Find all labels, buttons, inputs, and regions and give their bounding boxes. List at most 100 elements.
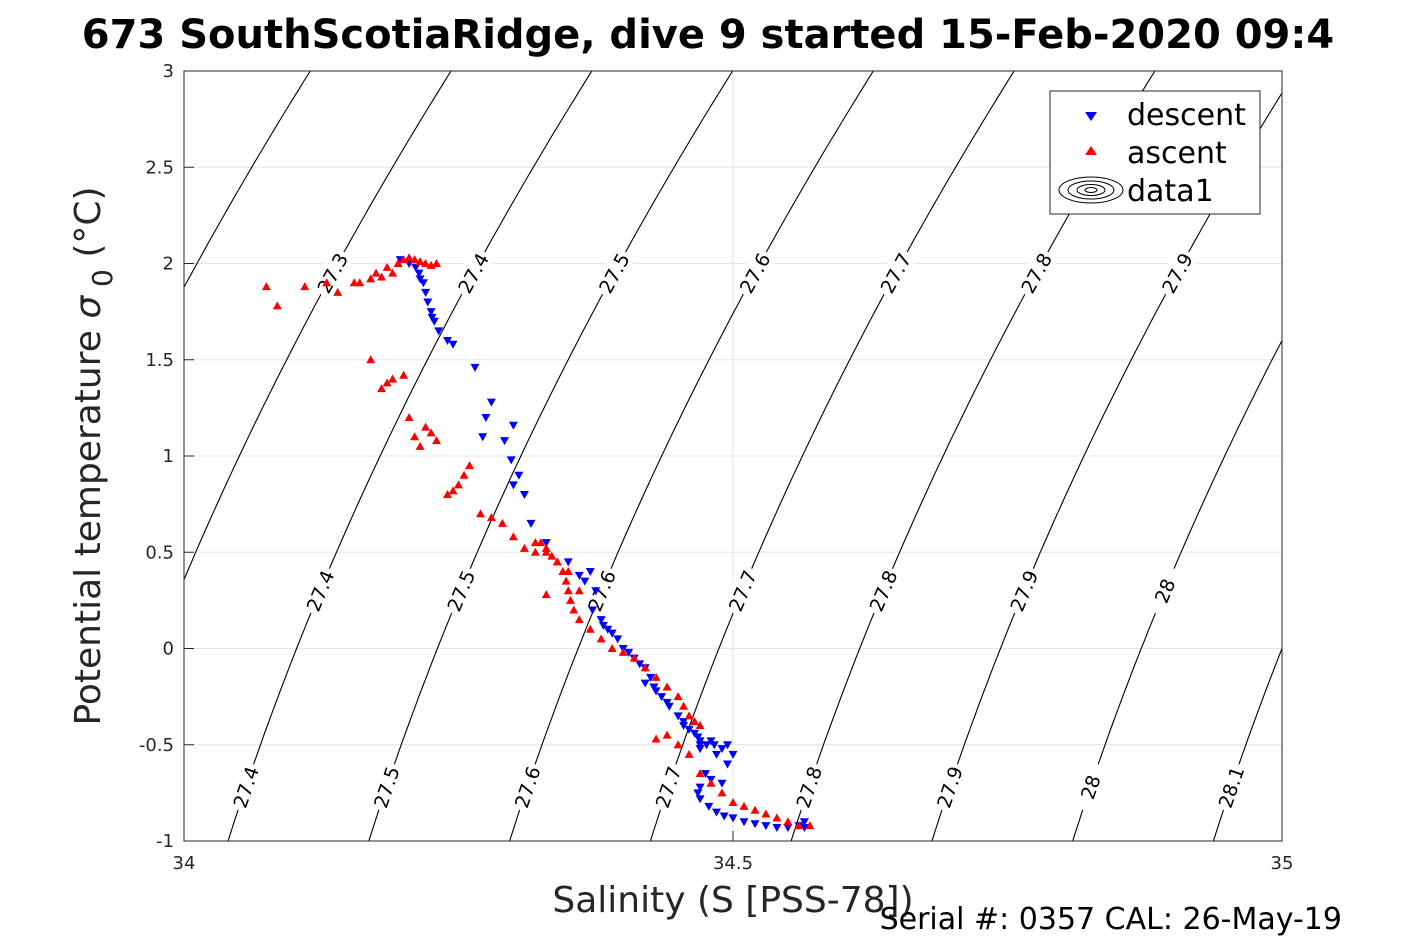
descent-point: [750, 820, 760, 829]
x-axis-label: Salinity (S [PSS-78]): [552, 880, 913, 921]
descent-point: [613, 635, 623, 644]
ascent-point: [322, 278, 332, 287]
ascent-point: [333, 287, 343, 296]
descent-point: [418, 279, 428, 288]
ascent-point: [739, 801, 749, 810]
ascent-point: [629, 653, 639, 662]
ascent-point: [541, 547, 551, 556]
ascent-point: [585, 624, 595, 633]
legend-data1-label: data1: [1127, 174, 1214, 209]
descent-point: [624, 648, 634, 657]
descent-point: [426, 308, 436, 317]
descent-point: [657, 693, 667, 702]
ascent-point: [530, 538, 540, 547]
y-tick-label: 1.5: [145, 350, 174, 371]
descent-point: [679, 722, 689, 730]
descent-point: [470, 363, 480, 372]
ascent-point: [717, 788, 727, 797]
ascent-point: [371, 268, 381, 277]
descent-point: [651, 687, 661, 696]
ascent-point: [563, 567, 573, 575]
isopycnal-line: [1072, 339, 1282, 841]
y-tick-label: 3: [163, 61, 174, 82]
ascent-point: [465, 461, 474, 470]
descent-point: [719, 812, 729, 821]
descent-point: [723, 741, 732, 750]
descent-point: [607, 629, 617, 638]
ascent-point: [651, 672, 661, 681]
descent-point: [701, 770, 711, 779]
ascent-point: [426, 428, 436, 437]
descent-point: [693, 789, 703, 798]
ascent-point: [552, 557, 562, 566]
ascent-point: [355, 278, 365, 287]
descent-point: [500, 437, 510, 446]
ascent-point: [272, 301, 282, 310]
legend: descent ascent data1: [1049, 90, 1261, 215]
ascent-point: [377, 272, 387, 281]
isopycnal-line: [1212, 647, 1282, 841]
ascent-point: [399, 370, 409, 379]
y-tick-label: 0: [163, 639, 174, 660]
ascent-point: [454, 480, 463, 489]
ascent-point: [684, 711, 694, 720]
descent-point: [486, 398, 496, 407]
descent-point: [772, 824, 782, 832]
descent-point: [563, 558, 573, 567]
ascent-point: [695, 769, 705, 778]
ascent-point: [596, 634, 606, 643]
descent-point: [429, 317, 439, 326]
ascent-point: [382, 378, 392, 387]
descent-point: [526, 519, 536, 528]
ascent-point: [382, 262, 392, 271]
ascent-point: [574, 615, 584, 624]
y-tick-label: -1: [156, 831, 174, 852]
ascent-point: [377, 384, 387, 393]
legend-ascent-marker: [1085, 146, 1097, 155]
ascent-point: [432, 259, 441, 267]
legend-descent-label: descent: [1127, 98, 1246, 133]
ascent-point: [805, 821, 815, 830]
ascent-point: [432, 436, 441, 445]
axis-ticks: 34 34.5 35 -1 -0.5 0 0.5 1 1.5 2 2.5 3: [139, 61, 1294, 874]
descent-point: [580, 577, 590, 586]
descent-point: [421, 288, 431, 297]
ascent-point: [388, 268, 398, 277]
descent-point: [640, 679, 650, 688]
legend-box: [1049, 90, 1261, 215]
x-tick-label: 34: [173, 853, 196, 874]
legend-data1-contour-icon: [1058, 176, 1124, 204]
ascent-point: [388, 374, 398, 383]
descent-point: [508, 481, 518, 490]
y-axis-label-subscript: 0: [86, 269, 119, 296]
ascent-point: [476, 509, 485, 518]
ascent-point: [662, 682, 672, 691]
serial-calibration-footer: Serial #: 0357 CAL: 26-May-19: [880, 902, 1342, 937]
ascent-point: [761, 809, 771, 818]
ascent-point: [561, 576, 571, 585]
descent-point: [739, 818, 749, 827]
isopycnal-line: [184, 71, 452, 582]
y-tick-label: -0.5: [139, 735, 174, 756]
descent-point: [695, 795, 705, 804]
data-series: [261, 253, 815, 832]
ascent-point: [366, 355, 376, 364]
descent-point: [783, 824, 793, 832]
descent-point: [519, 491, 529, 499]
x-tick-label: 34.5: [713, 853, 753, 874]
descent-point: [799, 818, 809, 827]
ascent-point: [690, 717, 700, 726]
chart-title: 673 SouthScotiaRidge, dive 9 started 15-…: [82, 12, 1334, 58]
descent-point: [588, 606, 597, 615]
legend-ascent-label: ascent: [1127, 136, 1227, 171]
descent-point: [717, 779, 727, 788]
ascent-point: [772, 813, 782, 822]
y-tick-label: 2.5: [145, 157, 174, 178]
ascent-point: [393, 259, 403, 267]
isopycnal-line: [184, 71, 311, 289]
descent-point: [443, 337, 452, 345]
descent-point: [423, 298, 433, 307]
descent-point: [596, 616, 606, 625]
descent-point: [712, 750, 721, 759]
descent-point: [728, 750, 738, 759]
